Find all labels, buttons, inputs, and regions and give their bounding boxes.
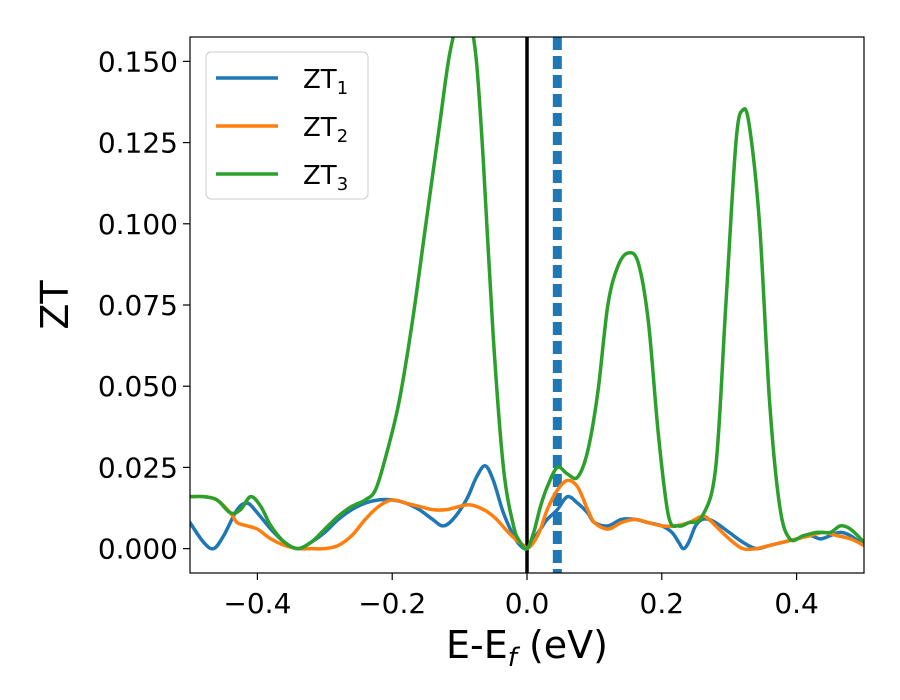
y-axis-label: ZT bbox=[33, 280, 77, 330]
y-tick-label: 0.025 bbox=[98, 451, 178, 484]
x-axis-label-unit: (eV) bbox=[517, 623, 608, 667]
x-axis-ticks: −0.4 −0.2 0.0 0.2 0.4 bbox=[223, 573, 819, 620]
series-lines bbox=[190, 37, 864, 552]
y-tick-label: 0.075 bbox=[98, 289, 178, 322]
x-tick-label: 0.4 bbox=[774, 587, 819, 620]
reference-lines bbox=[525, 37, 562, 573]
y-tick-label: 0.100 bbox=[98, 208, 178, 241]
x-tick-label: −0.4 bbox=[223, 587, 291, 620]
legend-label-1: ZT1 bbox=[303, 65, 348, 99]
x-axis-label: E-Ef (eV) bbox=[446, 623, 608, 673]
y-tick-label: 0.125 bbox=[98, 127, 178, 160]
legend: ZT1 ZT2 ZT3 bbox=[205, 51, 369, 200]
y-tick-label: 0.150 bbox=[98, 45, 178, 78]
x-tick-label: −0.2 bbox=[358, 587, 426, 620]
x-tick-label: 0.2 bbox=[640, 587, 685, 620]
legend-box bbox=[205, 51, 369, 200]
series-line-3 bbox=[190, 37, 864, 551]
y-axis-ticks: 0.000 0.025 0.050 0.075 0.100 0.125 0.150 bbox=[98, 45, 190, 566]
y-tick-label: 0.050 bbox=[98, 370, 178, 403]
x-tick-label: 0.0 bbox=[505, 587, 550, 620]
legend-label-3: ZT3 bbox=[303, 161, 348, 195]
y-tick-label: 0.000 bbox=[98, 533, 178, 566]
legend-label-2: ZT2 bbox=[303, 113, 348, 147]
